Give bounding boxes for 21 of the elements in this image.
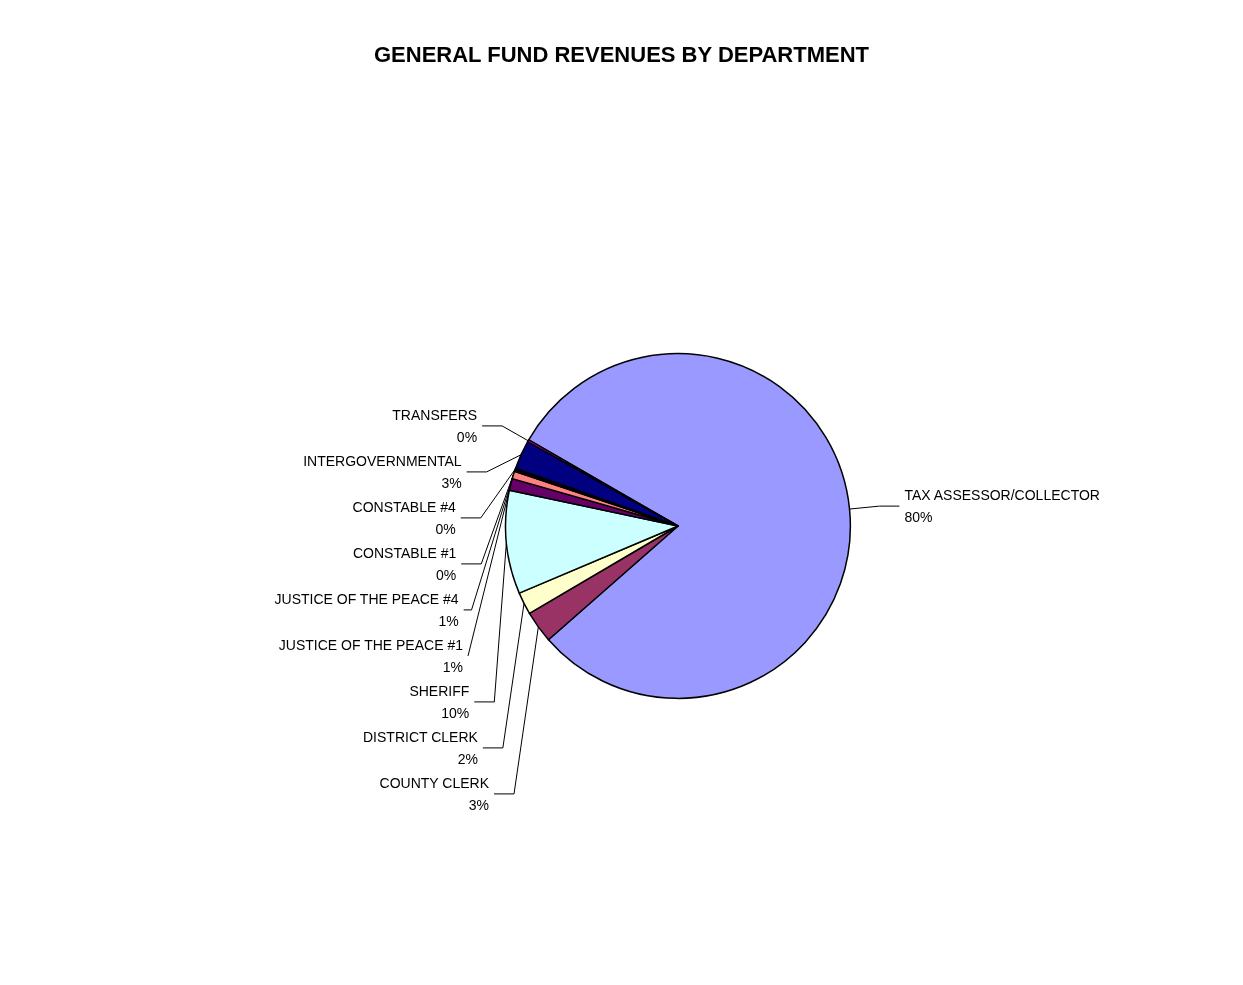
data-label: 0% [435,520,456,537]
slice-label: DISTRICT CLERK [363,728,479,745]
slice-label: CONSTABLE #4 [352,498,456,515]
data-label: 1% [442,658,463,675]
slice-label: INTERGOVERNMENTAL [303,452,462,469]
slice-label: COUNTY CLERK [379,774,490,791]
data-label: 0% [436,566,457,583]
chart-title: GENERAL FUND REVENUES BY DEPARTMENT [373,41,870,67]
slice-label: TRANSFERS [392,406,478,423]
slice-label: JUSTICE OF THE PEACE #1 [278,636,464,653]
data-label: 3% [441,474,462,491]
slice-label: SHERIFF [409,682,470,699]
data-label: 3% [468,796,490,813]
slice-label: TAX ASSESSOR/COLLECTOR [904,487,1100,504]
data-label: 80% [904,509,933,526]
data-label: 0% [456,428,478,445]
slice-label: JUSTICE OF THE PEACE #4 [274,590,459,607]
data-label: 1% [438,612,459,629]
slice-label: CONSTABLE #1 [353,544,457,561]
data-label: 10% [441,704,470,721]
data-label: 2% [457,750,478,767]
